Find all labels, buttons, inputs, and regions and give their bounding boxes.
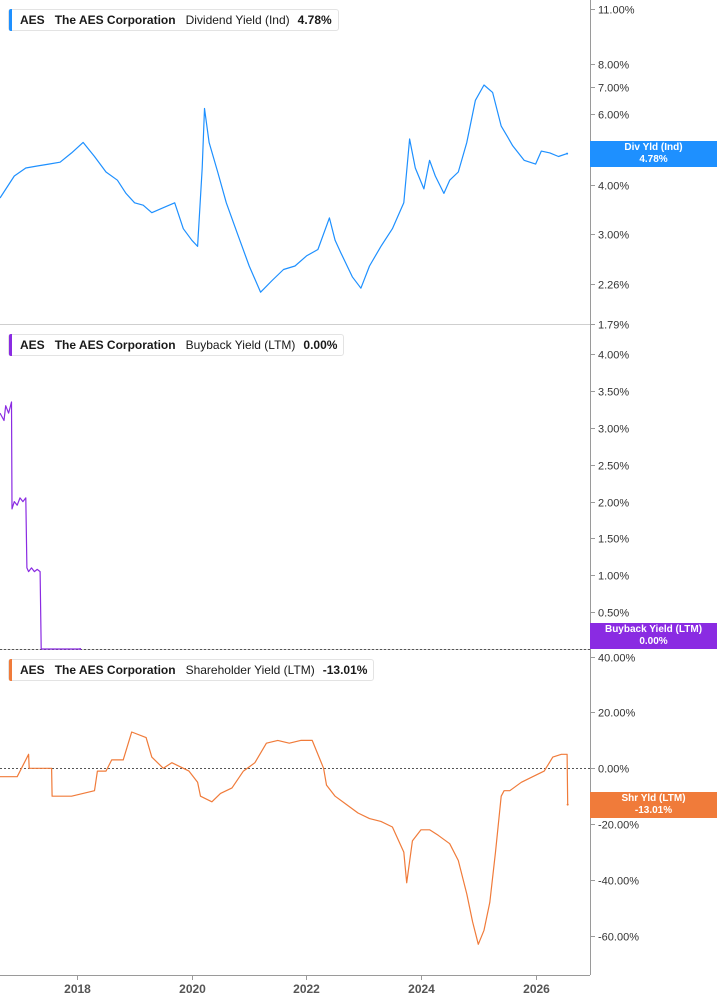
y-tick-label: 8.00%	[598, 60, 629, 72]
legend-swatch	[9, 9, 12, 31]
series-line-3	[0, 731, 569, 945]
panel-1: 11.00% 8.00% 7.00% 6.00% 4.00% 3.00% 2.26% 1.79…	[0, 5, 635, 332]
legend-swatch	[9, 334, 12, 356]
legend-swatch	[9, 659, 12, 681]
y-tick-label: -20.00%	[598, 820, 639, 832]
legend-company: The AES Corporation	[54, 13, 176, 27]
legend-value: -13.01%	[322, 663, 368, 677]
value-flag-label: Shr Yld (LTM)	[621, 792, 686, 804]
y-tick-label: 4.00%	[598, 350, 629, 362]
series-endpoint	[566, 803, 569, 806]
series-endpoint	[79, 648, 82, 650]
x-tick-label: 2026	[523, 982, 550, 996]
panel-2: 4.00% 3.50% 3.00% 2.50% 2.00% 1.50% 1.00% 0.50%	[0, 350, 629, 650]
series-endpoint	[566, 152, 569, 155]
value-flag-value: 4.78%	[639, 153, 668, 165]
legend-metric: Buyback Yield (LTM)	[185, 338, 296, 352]
legend-metric: Shareholder Yield (LTM)	[185, 663, 315, 677]
value-flag-value: 0.00%	[639, 636, 668, 647]
series-line-1	[0, 84, 568, 293]
y-tick-label: 1.79%	[598, 320, 629, 332]
y-tick-label: 1.50%	[598, 534, 629, 546]
y-tick-label: 7.00%	[598, 83, 629, 95]
legend-1: AES The AES Corporation Dividend Yield (In…	[8, 9, 339, 31]
legend-company: The AES Corporation	[54, 338, 176, 352]
legend-2: AES The AES Corporation Buyback Yield (LTM…	[8, 334, 345, 356]
legend-metric: Dividend Yield (Ind)	[185, 13, 290, 27]
x-tick-label: 2024	[408, 982, 435, 996]
y-tick-label: 11.00%	[598, 5, 635, 17]
value-flag-value: -13.01%	[634, 804, 673, 816]
series-line-2	[0, 401, 81, 650]
y-tick-label: 2.00%	[598, 498, 629, 510]
y-tick-label: 6.00%	[598, 110, 629, 122]
legend-company: The AES Corporation	[54, 663, 176, 677]
legend-value: 4.78%	[297, 13, 332, 27]
y-tick-label: 3.50%	[598, 387, 629, 399]
value-flag-label: Div Yld (Ind)	[624, 141, 683, 153]
y-tick-label: 1.00%	[598, 571, 629, 583]
legend-value: 0.00%	[303, 338, 338, 352]
y-tick-label: 2.50%	[598, 461, 629, 473]
legend-ticker: AES	[20, 663, 45, 677]
y-tick-label: 0.00%	[598, 764, 629, 776]
x-tick-label: 2022	[293, 982, 320, 996]
x-tick-label: 2020	[179, 982, 206, 996]
y-tick-label: -40.00%	[598, 876, 639, 888]
panel-3: 40.00% 20.00% 0.00% -20.00% -40.00% -60.00%	[0, 653, 639, 945]
y-tick-label: 3.00%	[598, 424, 629, 436]
y-tick-label: -60.00%	[598, 932, 639, 944]
y-tick-label: 3.00%	[598, 230, 629, 242]
value-flag-1: Div Yld (Ind) 4.78%	[590, 140, 717, 167]
legend-ticker: AES	[20, 338, 45, 352]
y-tick-label: 4.00%	[598, 181, 629, 193]
y-tick-label: 0.50%	[598, 608, 629, 620]
value-flag-2: Buyback Yield (LTM) 0.00%	[590, 623, 717, 649]
y-tick-label: 2.26%	[598, 280, 629, 292]
y-tick-label: 20.00%	[598, 708, 636, 720]
legend-ticker: AES	[20, 13, 45, 27]
x-tick-label: 2018	[64, 982, 91, 996]
y-tick-label: 40.00%	[598, 653, 636, 665]
legend-3: AES The AES Corporation Shareholder Yield …	[8, 659, 375, 681]
value-flag-3: Shr Yld (LTM) -13.01%	[590, 791, 717, 818]
value-flag-label: Buyback Yield (LTM)	[604, 624, 703, 635]
